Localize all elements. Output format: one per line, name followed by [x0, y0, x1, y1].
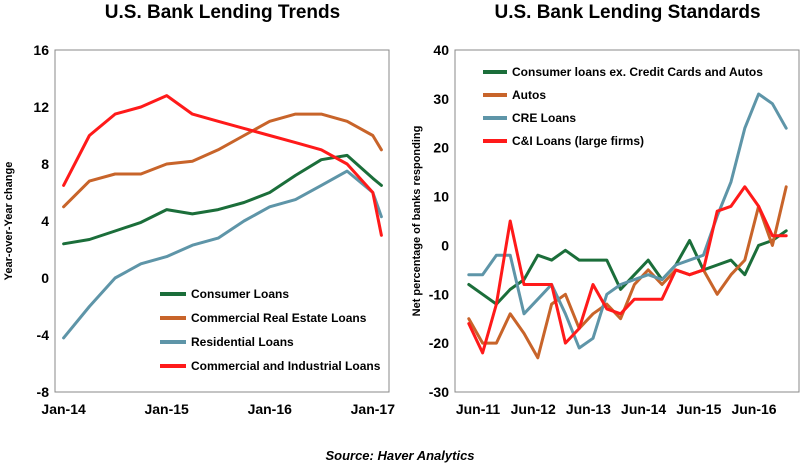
- right-x-tick-label: Jun-16: [731, 401, 776, 417]
- left-y-tick-label: -8: [37, 384, 50, 400]
- right-x-tick-label: Jun-14: [621, 401, 666, 417]
- right-chart-title: U.S. Bank Lending Standards: [494, 2, 761, 23]
- right-y-axis-label: Net percentage of banks responding: [411, 126, 423, 317]
- right-x-tick-label: Jun-12: [511, 401, 556, 417]
- right-y-tick-label: -10: [429, 286, 449, 302]
- left-y-tick-label: 8: [41, 156, 49, 172]
- left-x-tick-label: Jan-16: [248, 401, 293, 417]
- left-x-tick-label: Jan-17: [351, 401, 396, 417]
- left-legend-label-3: Commercial and Industrial Loans: [191, 359, 381, 373]
- right-x-tick-label: Jun-13: [566, 401, 611, 417]
- left-y-axis-label: Year-over-Year change: [3, 162, 15, 281]
- right-legend-label-3: C&I Loans (large firms): [512, 134, 644, 148]
- right-x-tick-label: Jun-11: [456, 401, 501, 417]
- left-y-tick-label: 12: [33, 99, 49, 115]
- left-series-line-3: [62, 94, 383, 237]
- right-x-tick-label: Jun-15: [676, 401, 721, 417]
- right-legend-label-0: Consumer loans ex. Credit Cards and Auto…: [512, 65, 763, 79]
- source-note: Source: Haver Analytics: [325, 448, 475, 463]
- left-series-line-0: [62, 153, 383, 246]
- left-x-tick-label: Jan-15: [144, 401, 189, 417]
- right-y-tick-label: -20: [429, 335, 449, 351]
- left-y-tick-label: 4: [41, 213, 49, 229]
- left-legend-label-0: Consumer Loans: [191, 287, 289, 301]
- right-y-tick-label: 10: [433, 189, 449, 205]
- left-x-tick-label: Jan-14: [41, 401, 86, 417]
- left-y-tick-label: -4: [37, 327, 50, 343]
- right-y-tick-label: 20: [433, 140, 449, 156]
- left-y-tick-label: 16: [33, 42, 49, 58]
- left-series-line-2: [62, 169, 383, 340]
- right-y-tick-label: 0: [441, 237, 449, 253]
- right-legend-label-2: CRE Loans: [512, 111, 576, 125]
- left-y-tick-label: 0: [41, 270, 49, 286]
- right-series-line-2: [467, 92, 788, 350]
- right-legend-label-1: Autos: [512, 88, 546, 102]
- left-plot-frame: [54, 49, 390, 393]
- left-chart-title: U.S. Bank Lending Trends: [104, 2, 341, 23]
- left-series-line-1: [62, 112, 383, 209]
- left-legend-label-2: Residential Loans: [191, 335, 294, 349]
- right-plot-frame: [454, 49, 800, 393]
- right-y-tick-label: -30: [429, 384, 449, 400]
- left-legend-label-1: Commercial Real Estate Loans: [191, 311, 367, 325]
- right-y-tick-label: 30: [433, 91, 449, 107]
- right-y-tick-label: 40: [433, 42, 449, 58]
- right-series-line-3: [467, 185, 788, 355]
- right-series-line-1: [467, 185, 788, 360]
